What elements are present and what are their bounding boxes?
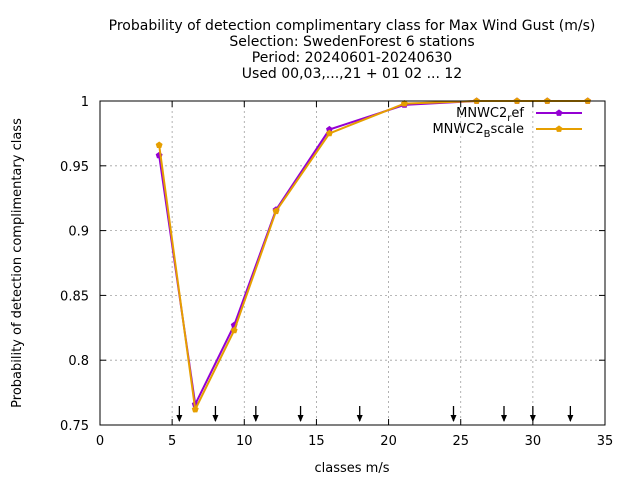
data-point (272, 207, 280, 215)
class-boundary-arrow (176, 406, 183, 422)
class-boundary-arrow (529, 406, 536, 422)
legend-label: MNWC2Bscale (432, 122, 524, 140)
series-line (158, 100, 588, 413)
x-tick-label: 20 (380, 434, 397, 449)
data-point (230, 326, 238, 334)
chart-title: Probability of detection complimentary c… (109, 18, 596, 82)
x-tick-label: 35 (597, 434, 614, 449)
legend-marker (555, 109, 563, 116)
y-tick-label: 0.95 (60, 160, 89, 175)
y-tick-label: 0.9 (68, 225, 89, 240)
y-tick-label: 1 (81, 95, 89, 110)
plot-frame (99, 100, 606, 426)
title-line: Used 00,03,...,21 + 01 02 ... 12 (242, 66, 462, 82)
data-point (155, 141, 163, 148)
class-boundary-arrow (567, 406, 574, 422)
class-boundary-markers (176, 406, 574, 422)
data-point (326, 125, 333, 133)
x-tick-label: 25 (452, 434, 469, 449)
x-tick-label: 0 (96, 434, 104, 449)
title-line: Selection: SwedenForest 6 stations (229, 34, 474, 50)
y-tick-label: 0.75 (60, 419, 89, 434)
data-point (326, 129, 333, 137)
class-boundary-arrow (450, 406, 457, 422)
series-lines (155, 97, 592, 413)
data-point (401, 100, 408, 107)
legend-marker (555, 125, 563, 132)
class-boundary-arrow (212, 406, 219, 422)
class-boundary-arrow (297, 406, 304, 422)
series-1 (155, 97, 592, 413)
y-tick-label: 0.8 (68, 354, 89, 369)
legend-entry: MNWC2Bscale (432, 122, 582, 140)
y-tick-label: 0.85 (60, 289, 89, 304)
x-tick-label: 30 (525, 434, 542, 449)
grid (100, 101, 605, 425)
series-line (158, 100, 588, 408)
class-boundary-arrow (252, 406, 259, 422)
y-axis-label: Probability of detection complimentary c… (10, 118, 25, 408)
legend-entry: MNWC2ref (456, 106, 582, 124)
series-0 (155, 97, 592, 408)
x-tick-label: 10 (236, 434, 253, 449)
data-point (191, 405, 199, 413)
class-boundary-arrow (356, 406, 363, 422)
title-line: Period: 20240601-20240630 (252, 50, 452, 66)
x-tick-label: 15 (308, 434, 325, 449)
title-line: Probability of detection complimentary c… (109, 18, 596, 34)
class-boundary-arrow (501, 406, 507, 422)
legend-label: MNWC2ref (456, 106, 524, 124)
x-tick-label: 5 (168, 434, 176, 449)
x-axis-label: classes m/s (315, 461, 390, 476)
axis-ticks: 0 5 10 15 20 25 30 35 0.75 0.8 0.85 0.9 0.95 1 (60, 95, 613, 449)
